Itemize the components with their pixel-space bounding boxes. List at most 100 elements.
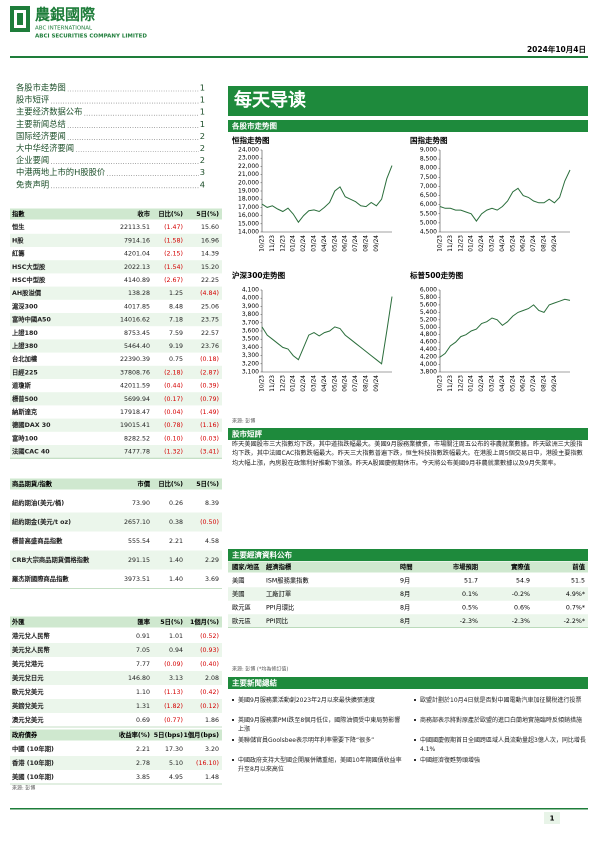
chart-title: 国指走势图 [410, 135, 448, 145]
table-cell: (0.39) [200, 383, 219, 390]
x-tick-label: 09/24 [374, 235, 380, 252]
banner [228, 86, 588, 116]
table-cell: (1.16) [200, 422, 219, 429]
table-cell: 美國 [232, 576, 245, 585]
x-tick-label: 02/24 [301, 375, 307, 392]
y-tick-label: 6,500 [420, 192, 437, 199]
table-cell: -2.2%* [564, 618, 585, 625]
table-cell: 138.28 [128, 290, 150, 297]
toc-title: 免责声明 [16, 179, 49, 189]
date: 2024年10月4日 [527, 44, 586, 54]
y-tick-label: 24,000 [238, 147, 259, 154]
y-tick-label: 4,800 [420, 331, 437, 338]
table-cell: 15.60 [201, 224, 219, 231]
table-row-bg [10, 392, 222, 406]
banner-title: 每天导读 [234, 89, 306, 111]
news-item: 美國9月服務業活動創2023年2月以來最快擴張速度 [232, 696, 404, 705]
section-bar [228, 428, 588, 440]
x-tick-label: 09/24 [374, 375, 380, 392]
table-cell: HSC大型股 [12, 262, 46, 271]
table-cell: 美國 [232, 589, 245, 598]
table-header: 外匯 [12, 617, 25, 626]
table-cell: 8月 [400, 604, 410, 612]
table-cell: 9月 [400, 577, 410, 585]
y-tick-label: 9,000 [420, 147, 437, 154]
table-header: 實際值 [511, 562, 531, 571]
y-tick-label: 3,300 [242, 352, 259, 359]
table-row-bg [10, 365, 222, 379]
index-line [261, 165, 393, 224]
table-cell: 歐元區 [232, 603, 251, 612]
toc-page: 1 [200, 83, 205, 93]
table-cell: (2.67) [164, 277, 183, 284]
index-line [439, 298, 571, 358]
table-header: 市價 [137, 479, 150, 488]
y-tick-label: 3,100 [242, 369, 259, 376]
x-tick-label: 07/24 [353, 235, 359, 252]
table-cell: (0.93) [200, 647, 219, 654]
y-tick-label: 3,200 [242, 360, 259, 367]
y-tick-label: 3,500 [242, 336, 259, 343]
y-tick-label: 4,400 [420, 346, 437, 353]
table-cell: 54.9 [516, 578, 530, 585]
x-tick-label: 11/23 [270, 235, 276, 252]
table-cell: 2.21 [169, 538, 183, 545]
x-tick-label: 08/24 [364, 235, 370, 252]
table-cell: 25.06 [201, 303, 219, 310]
x-tick-label: 03/24 [490, 375, 496, 392]
table-cell: 美元兌日元 [12, 673, 44, 682]
table-cell: 19015.41 [120, 422, 150, 429]
y-tick-label: 7,000 [420, 183, 437, 190]
index-line [261, 296, 393, 365]
table-cell: (1.54) [164, 264, 183, 271]
chart-source: 來源: 彭博 [232, 418, 255, 425]
x-tick-label: 01/24 [291, 375, 297, 392]
table-cell: (0.10) [164, 435, 183, 442]
section-title: 主要新聞總結 [232, 677, 277, 687]
table-cell: 澳元兌美元 [12, 715, 44, 724]
table-cell: 美元兌人民幣 [12, 645, 50, 654]
x-tick-label: 06/24 [521, 235, 527, 252]
x-tick-label: 12/23 [280, 375, 286, 392]
table-cell: 4.95 [169, 774, 183, 781]
table-cell: 73.90 [132, 500, 150, 507]
table-cell: (2.18) [164, 369, 183, 376]
table-cell: 7.59 [169, 330, 183, 337]
y-tick-label: 3,700 [242, 319, 259, 326]
y-tick-label: 16,000 [238, 212, 259, 219]
table-cell: (0.79) [200, 396, 219, 403]
x-tick-label: 02/24 [479, 235, 485, 252]
y-tick-label: 5,600 [420, 301, 437, 308]
chart-title: 标普500走势图 [409, 270, 464, 280]
table-header-bg [228, 561, 588, 573]
table-cell: 22.57 [201, 330, 219, 337]
table-cell: (4.84) [200, 290, 219, 297]
table-cell: (0.12) [200, 703, 219, 710]
y-tick-label: 18,000 [238, 196, 259, 203]
table-cell: 富時中國A50 [12, 315, 51, 324]
table-row-bg [10, 260, 222, 274]
table-cell: 台北加權 [12, 354, 38, 363]
table-header-bg [10, 616, 222, 628]
table-cell: 1.40 [169, 576, 183, 583]
table-cell: 標普高盛商品指數 [12, 536, 63, 545]
table-cell: 法國CAC 40 [12, 447, 50, 456]
table-cell: 0.6% [514, 605, 530, 612]
table-row-bg [228, 614, 588, 628]
x-tick-label: 11/23 [448, 235, 454, 252]
y-tick-label: 8,500 [420, 156, 437, 163]
x-tick-label: 06/24 [343, 235, 349, 252]
table-cell: 美國 (10年期) [12, 772, 54, 781]
x-tick-label: 01/24 [291, 235, 297, 252]
table-cell: 23.75 [201, 317, 219, 324]
news-item: 美聯儲官員Goolsbee表示明年利率需要下降“很多” [232, 736, 404, 745]
y-tick-label: 17,000 [238, 204, 259, 211]
news-item: 商務部表示將對原產於歐盟的進口白蘭地實施臨時反傾銷措施 [414, 716, 586, 725]
table-cell: 5699.94 [124, 396, 150, 403]
y-tick-label: 19,000 [238, 188, 259, 195]
table-cell: 8月 [400, 617, 410, 625]
table-header: 匯率 [137, 617, 150, 626]
y-tick-label: 6,000 [420, 201, 437, 208]
x-tick-label: 04/24 [322, 375, 328, 392]
table-cell: 0.91 [136, 633, 150, 640]
